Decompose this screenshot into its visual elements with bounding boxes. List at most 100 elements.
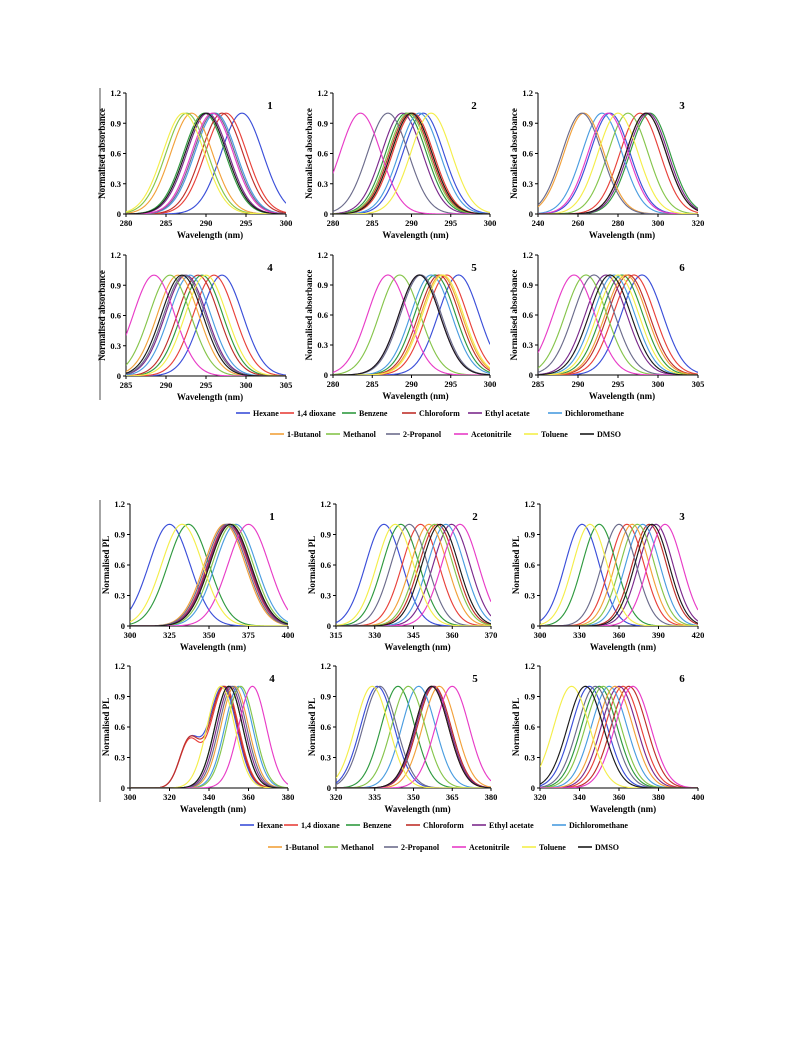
y-tick-label: 0 — [531, 783, 535, 793]
series-line-ethyl-acetate — [336, 523, 491, 626]
y-tick-label: 0.6 — [522, 149, 533, 159]
y-tick-label: 1.2 — [524, 661, 535, 671]
x-tick-label: 420 — [692, 630, 705, 640]
x-axis-title: Wavelength (nm) — [384, 642, 450, 652]
legend-item-benzene: Benzene — [342, 409, 388, 418]
series-group — [538, 274, 698, 375]
x-axis-title: Wavelength (nm) — [589, 230, 655, 240]
series-line-toluene — [336, 523, 491, 626]
legend-label: 2-Propanol — [401, 843, 440, 852]
series-line-dmso — [333, 274, 490, 375]
y-tick-label: 0.6 — [320, 560, 331, 570]
series-group — [336, 685, 491, 788]
legend-item-methanol: Methanol — [326, 430, 377, 439]
y-tick-label: 0.9 — [317, 118, 328, 128]
legend-label: 2-Propanol — [403, 430, 442, 439]
y-tick-label: 0.9 — [317, 280, 328, 290]
series-line-acetonitrile — [333, 112, 490, 214]
legend-label: Chloroform — [419, 409, 460, 418]
x-axis-title: Wavelength (nm) — [177, 230, 243, 240]
legend-item-ethyl-acetate: Ethyl acetate — [472, 821, 534, 830]
legend-label: Ethyl acetate — [485, 409, 530, 418]
legend-label: 1,4 dioxane — [297, 409, 336, 418]
y-tick-label: 0.9 — [524, 692, 535, 702]
x-tick-label: 330 — [368, 630, 381, 640]
y-tick-label: 1.2 — [320, 499, 331, 509]
y-tick-label: 0.3 — [320, 591, 331, 601]
panel-absorption-2: 280 285 290 295 300 0 0.3 0.6 0.9 1.2 Wavelength (… — [304, 88, 496, 240]
series-group — [540, 523, 698, 626]
series-line-dmso — [540, 523, 698, 626]
y-tick-label: 0.6 — [110, 149, 121, 159]
series-group — [126, 112, 286, 214]
series-line-chloroform — [126, 274, 286, 376]
panel-number: 2 — [471, 100, 477, 112]
panel-number: 1 — [267, 100, 273, 112]
series-line-toluene — [538, 274, 698, 375]
series-line-acetonitrile — [336, 685, 491, 788]
panel-emission-3: 300 330 360 390 420 0 0.3 0.6 0.9 1.2 Wavelength (… — [511, 499, 704, 652]
x-tick-label: 285 — [366, 379, 379, 389]
y-tick-label: 1.2 — [522, 250, 533, 260]
x-tick-label: 350 — [203, 630, 216, 640]
y-tick-label: 0.3 — [317, 340, 328, 350]
legend-label: Methanol — [341, 843, 375, 852]
x-tick-label: 300 — [280, 218, 293, 228]
series-line-methanol — [130, 685, 288, 788]
y-tick-label: 0.9 — [320, 692, 331, 702]
legend-item-acetonitrile: Acetonitrile — [454, 430, 512, 439]
y-tick-label: 0.3 — [522, 179, 533, 189]
x-tick-label: 360 — [446, 630, 459, 640]
x-tick-label: 285 — [532, 379, 545, 389]
x-tick-label: 320 — [330, 792, 343, 802]
legend-label: Benzene — [363, 821, 392, 830]
panel-absorption-1: 280 285 290 295 300 0 0.3 0.6 0.9 1.2 Wavelength (… — [97, 88, 292, 240]
legend-label: Benzene — [359, 409, 388, 418]
series-line-ethyl-acetate — [333, 112, 490, 214]
series-line-dichloromethane — [130, 685, 288, 788]
panel-emission-5: 320 335 350 365 380 0 0.3 0.6 0.9 1.2 Wavelength (… — [307, 661, 497, 814]
x-tick-label: 290 — [160, 380, 173, 390]
y-tick-label: 0.3 — [524, 591, 535, 601]
series-line-1-butanol — [540, 685, 698, 788]
x-tick-label: 305 — [692, 379, 705, 389]
series-line-dichloromethane — [333, 112, 490, 214]
y-tick-label: 0.3 — [522, 340, 533, 350]
x-tick-label: 295 — [240, 218, 253, 228]
y-tick-label: 1.2 — [317, 88, 328, 98]
legend-absorption-row2: 1-Butanol Methanol 2-Propanol Acetonitrile T… — [270, 430, 621, 439]
legend-label: Acetonitrile — [469, 843, 510, 852]
y-tick-label: 0.3 — [110, 341, 121, 351]
y-tick-label: 0.9 — [522, 118, 533, 128]
x-tick-label: 325 — [163, 630, 176, 640]
x-tick-label: 295 — [612, 379, 625, 389]
series-line-dmso — [336, 685, 491, 788]
x-tick-label: 320 — [534, 792, 547, 802]
x-axis-title: Wavelength (nm) — [177, 392, 243, 402]
series-line-acetonitrile — [130, 685, 288, 788]
series-line-toluene — [538, 112, 698, 214]
x-tick-label: 380 — [485, 792, 498, 802]
y-axis-title: Normalised PL — [511, 698, 521, 756]
x-tick-label: 360 — [613, 630, 626, 640]
series-line-acetonitrile — [540, 685, 698, 788]
x-tick-label: 240 — [532, 218, 545, 228]
series-line-toluene — [333, 112, 490, 214]
y-axis-title: Normalised absorbance — [509, 108, 519, 199]
y-tick-label: 0.6 — [110, 311, 121, 321]
legend-label: 1-Butanol — [285, 843, 320, 852]
series-line-benzene — [538, 112, 698, 214]
x-tick-label: 345 — [407, 630, 420, 640]
y-axis-title: Normalised absorbance — [304, 108, 314, 199]
y-tick-label: 0 — [529, 370, 533, 380]
x-tick-label: 375 — [242, 630, 255, 640]
x-tick-label: 335 — [368, 792, 381, 802]
x-axis-title: Wavelength (nm) — [590, 804, 656, 814]
x-tick-label: 320 — [692, 218, 705, 228]
y-tick-label: 0.3 — [320, 753, 331, 763]
y-tick-label: 1.2 — [522, 88, 533, 98]
x-axis-title: Wavelength (nm) — [382, 230, 448, 240]
legend-label: Toluene — [539, 843, 566, 852]
x-tick-label: 285 — [366, 218, 379, 228]
x-tick-label: 290 — [405, 218, 418, 228]
